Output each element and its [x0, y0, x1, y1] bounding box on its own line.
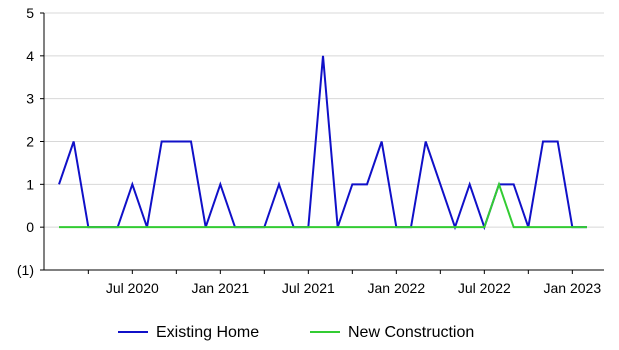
series-line-new-construction	[59, 181, 587, 229]
y-tick-label: 1	[26, 176, 34, 192]
x-tick-label: Jan 2023	[544, 280, 602, 296]
y-axis-ticks: 5 4 3 2 1 0 (1)	[17, 5, 44, 278]
legend-label: Existing Home	[156, 324, 259, 341]
y-tick-label: 0	[26, 219, 34, 235]
legend: Existing Home New Construction	[118, 324, 474, 341]
x-tick-label: Jan 2022	[368, 280, 426, 296]
x-axis-ticks: Jul 2020 Jan 2021 Jul 2021 Jan 2022 Jul 2022…	[87, 270, 602, 296]
y-tick-label: 3	[26, 91, 34, 107]
y-tick-label: 2	[26, 134, 34, 150]
y-tick-label: (1)	[17, 262, 34, 278]
x-tick-label: Jan 2021	[192, 280, 250, 296]
x-tick-label: Jul 2020	[106, 280, 159, 296]
series-lines	[58, 55, 587, 231]
y-tick-label: 5	[26, 5, 34, 21]
legend-label: New Construction	[348, 324, 474, 341]
x-tick-label: Jul 2021	[282, 280, 335, 296]
y-tick-label: 4	[26, 48, 34, 64]
x-tick-label: Jul 2022	[458, 280, 511, 296]
